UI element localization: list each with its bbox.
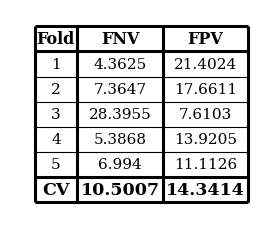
Text: 21.4024: 21.4024 [174,58,237,72]
Text: 13.9205: 13.9205 [174,133,237,147]
Text: 14.3414: 14.3414 [166,181,245,198]
Text: 3: 3 [51,108,61,122]
Text: FPV: FPV [188,31,224,48]
Text: 7.6103: 7.6103 [179,108,232,122]
Text: FNV: FNV [101,31,139,48]
Text: 28.3955: 28.3955 [89,108,152,122]
Text: 5: 5 [51,158,61,172]
Text: 10.5007: 10.5007 [81,181,160,198]
Text: 2: 2 [51,83,61,97]
Text: CV: CV [42,181,70,198]
Text: 4.3625: 4.3625 [94,58,147,72]
Text: 4: 4 [51,133,61,147]
Text: 11.1126: 11.1126 [174,158,237,172]
Text: 17.6611: 17.6611 [174,83,237,97]
Text: Fold: Fold [37,31,75,48]
Text: 5.3868: 5.3868 [94,133,147,147]
Text: 1: 1 [51,58,61,72]
Text: 7.3647: 7.3647 [94,83,147,97]
Text: 6.994: 6.994 [98,158,142,172]
